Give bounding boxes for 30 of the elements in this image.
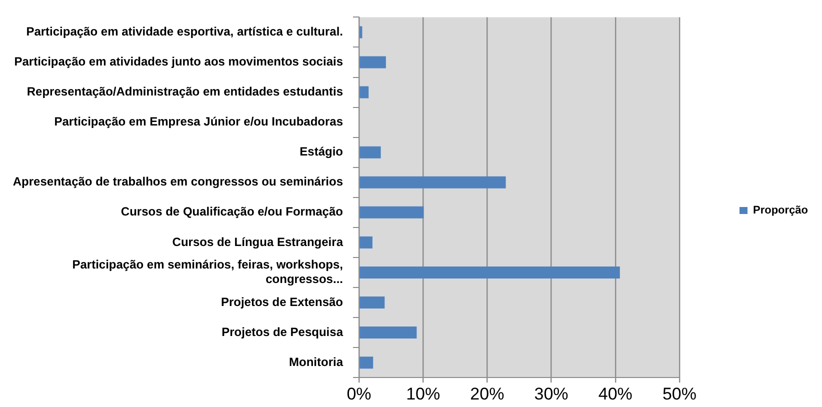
y-tick-label: Cursos de Língua Estrangeira [172, 234, 344, 249]
x-tick-label: 40% [598, 384, 632, 404]
x-tick-label: 10% [406, 384, 440, 404]
y-tick-label: Representação/Administração em entidades estudantis [26, 84, 344, 99]
y-tick-label: Participação em atividades junto aos movimentos sociais [14, 54, 344, 69]
x-tick-label: 50% [662, 384, 697, 404]
bar [360, 356, 374, 369]
legend-label: Proporção [752, 204, 808, 217]
y-tick-label: Monitoria [289, 354, 344, 369]
bar [360, 56, 386, 68]
bar [360, 296, 385, 309]
bar [360, 236, 372, 248]
y-tick-label: Projetos de Pesquisa [222, 324, 344, 339]
bar [360, 176, 506, 188]
y-tick-label: Participação em atividade esportiva, artística e cultural. [26, 24, 343, 39]
bar [360, 86, 369, 98]
bar [360, 266, 620, 278]
bar [360, 326, 417, 339]
y-tick-label: Estágio [300, 144, 343, 159]
y-tick-label: Projetos de Extensão [220, 294, 343, 309]
y-tick-label: Participação em seminários, feiras, workshops, congressos... [72, 258, 343, 286]
bar [360, 206, 424, 218]
y-tick-label: Apresentação de trabalhos em congressos ou seminários [12, 174, 344, 189]
y-tick-label: Cursos de Qualificação e/ou Formação [120, 204, 343, 219]
x-tick-label: 20% [470, 384, 504, 404]
bar [360, 26, 362, 38]
x-tick-label: 0% [346, 384, 372, 404]
bar [360, 146, 381, 158]
x-tick-label: 30% [534, 384, 568, 404]
y-tick-label: Participação em Empresa Júnior e/ou Incubadoras [54, 114, 344, 129]
